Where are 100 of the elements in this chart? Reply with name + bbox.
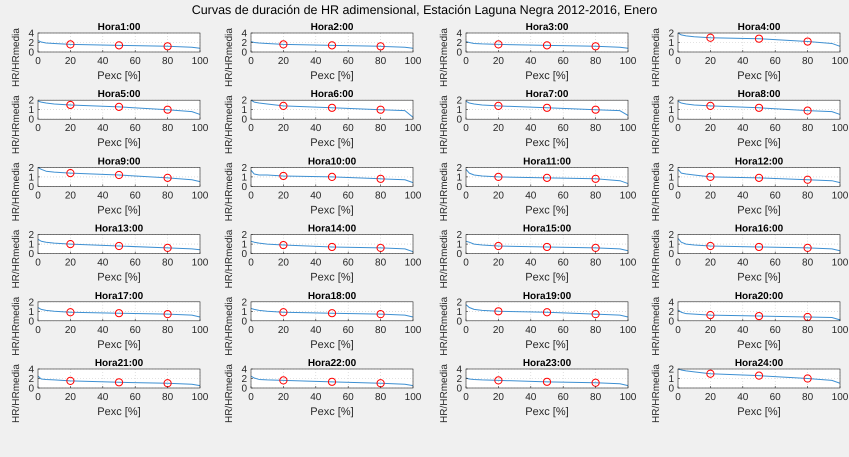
y-axis-title: HR/HRmedia	[11, 229, 22, 289]
y-tick-label: 2	[28, 374, 34, 385]
x-tick-label: 20	[704, 258, 716, 269]
y-axis-title: HR/HRmedia	[224, 94, 235, 154]
x-tick-label: 100	[832, 123, 849, 134]
x-axis-title: Pexc [%]	[97, 137, 141, 150]
x-tick-label: 20	[492, 258, 504, 269]
x-tick-label: 100	[832, 324, 849, 336]
x-axis-title: Pexc [%]	[97, 406, 141, 418]
x-tick-label: 40	[525, 123, 537, 134]
x-tick-label: 0	[675, 258, 682, 269]
x-tick-label: 0	[675, 56, 682, 67]
y-tick-label: 1	[456, 306, 462, 318]
y-tick-label: 2	[456, 297, 462, 308]
x-tick-label: 80	[375, 324, 387, 336]
x-tick-label: 40	[97, 392, 109, 403]
chart-title: Hora22:00	[308, 358, 357, 369]
x-tick-label: 80	[802, 56, 814, 67]
y-tick-label: 0	[241, 384, 248, 394]
y-tick-label: 0	[456, 384, 462, 394]
x-tick-label: 60	[770, 190, 782, 202]
y-tick-label: 0	[456, 182, 462, 193]
y-tick-label: 2	[456, 38, 462, 49]
y-tick-label: 2	[668, 230, 674, 242]
x-tick-label: 20	[278, 324, 290, 336]
y-tick-label: 1	[668, 38, 674, 49]
x-tick-label: 40	[737, 258, 749, 269]
y-tick-label: 0	[28, 182, 34, 193]
x-tick-label: 40	[97, 56, 109, 67]
x-tick-label: 20	[64, 56, 76, 67]
x-tick-label: 80	[375, 258, 387, 269]
x-tick-label: 60	[130, 324, 142, 336]
x-tick-label: 20	[64, 258, 76, 269]
x-tick-label: 60	[130, 258, 142, 269]
y-tick-label: 0	[28, 114, 34, 126]
x-tick-label: 60	[558, 258, 570, 269]
chart-title: Hora21:00	[94, 358, 144, 369]
x-tick-label: 40	[310, 392, 322, 403]
line-series	[38, 40, 200, 49]
x-axis-title: Pexc [%]	[97, 272, 141, 284]
x-tick-label: 80	[802, 123, 814, 134]
y-tick-label: 2	[241, 374, 248, 385]
x-tick-label: 100	[620, 123, 637, 134]
y-tick-label: 1	[241, 306, 248, 318]
y-axis-title: HR/HRmedia	[651, 229, 662, 289]
y-tick-label: 2	[668, 28, 674, 40]
x-tick-label: 0	[248, 258, 254, 269]
x-axis-title: Pexc [%]	[97, 338, 141, 351]
x-tick-label: 0	[463, 258, 470, 269]
y-tick-label: 0	[28, 384, 34, 394]
x-tick-label: 100	[832, 190, 849, 202]
x-axis-title: Pexc [%]	[310, 70, 354, 82]
x-tick-label: 80	[802, 324, 814, 336]
x-axis-title: Pexc [%]	[525, 137, 569, 150]
y-tick-label: 4	[668, 297, 674, 308]
x-tick-label: 20	[278, 258, 290, 269]
chart-title: Hora8:00	[738, 89, 781, 100]
x-tick-label: 80	[375, 123, 387, 134]
x-axis-title: Pexc [%]	[525, 338, 569, 351]
y-axis-title: HR/HRmedia	[224, 28, 235, 87]
x-tick-label: 40	[97, 324, 109, 336]
y-tick-label: 2	[668, 96, 674, 107]
x-tick-label: 100	[192, 258, 209, 269]
x-tick-label: 60	[558, 123, 570, 134]
x-axis-title: Pexc [%]	[525, 204, 569, 216]
y-tick-label: 0	[456, 48, 462, 58]
y-axis-title: HR/HRmedia	[11, 162, 22, 222]
chart-title: Hora11:00	[523, 156, 572, 168]
x-tick-label: 100	[192, 123, 209, 134]
x-tick-label: 20	[704, 324, 716, 336]
x-tick-label: 0	[463, 190, 470, 202]
x-tick-label: 20	[492, 123, 504, 134]
x-tick-label: 80	[802, 258, 814, 269]
y-tick-label: 0	[668, 249, 674, 260]
x-tick-label: 80	[590, 324, 602, 336]
x-tick-label: 40	[737, 324, 749, 336]
x-tick-label: 0	[248, 324, 254, 336]
chart-title: Hora7:00	[526, 89, 569, 100]
y-axis-title: HR/HRmedia	[651, 28, 662, 87]
line-series	[466, 100, 628, 116]
x-tick-label: 40	[97, 123, 109, 134]
x-tick-label: 60	[770, 324, 782, 336]
x-tick-label: 20	[278, 123, 290, 134]
x-tick-label: 60	[558, 56, 570, 67]
y-axis-title: HR/HRmedia	[439, 94, 450, 154]
x-tick-label: 80	[590, 56, 602, 67]
x-tick-label: 100	[192, 392, 209, 403]
x-tick-label: 0	[463, 56, 470, 67]
y-tick-label: 2	[456, 162, 462, 174]
y-tick-label: 2	[241, 96, 248, 107]
x-axis-title: Pexc [%]	[737, 204, 781, 216]
line-series	[466, 240, 628, 252]
x-tick-label: 100	[404, 190, 422, 202]
x-tick-label: 60	[342, 324, 354, 336]
x-tick-label: 60	[558, 190, 570, 202]
y-tick-label: 1	[668, 172, 674, 184]
x-tick-label: 80	[590, 190, 602, 202]
chart-title: Hora2:00	[310, 22, 354, 33]
y-tick-label: 0	[456, 249, 462, 260]
x-tick-label: 80	[802, 392, 814, 403]
